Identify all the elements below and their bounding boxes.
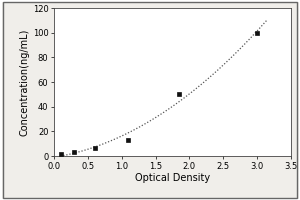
Y-axis label: Concentration(ng/mL): Concentration(ng/mL): [20, 28, 30, 136]
X-axis label: Optical Density: Optical Density: [135, 173, 210, 183]
